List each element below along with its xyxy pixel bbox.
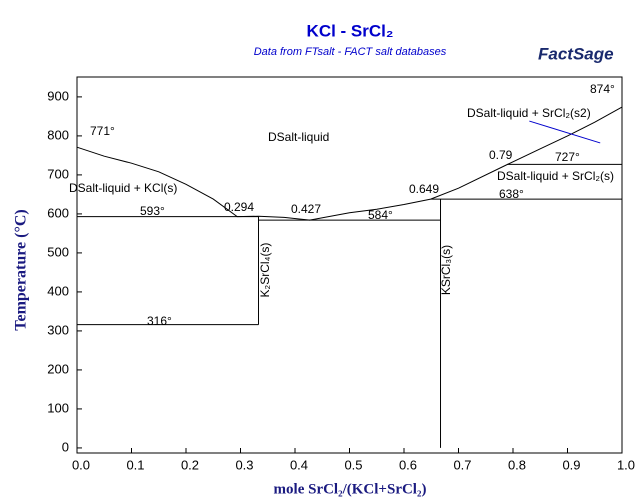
- annotation: 316°: [147, 314, 172, 328]
- x-tick-label: 0.7: [453, 457, 471, 472]
- annotation: 771°: [90, 124, 115, 138]
- annotation: 0.649: [409, 182, 439, 196]
- y-axis-label: Temperature (°C): [13, 209, 30, 330]
- annotation: 0.294: [224, 200, 254, 214]
- annotation: DSalt-liquid + KCl(s): [69, 181, 177, 195]
- annotation: 727°: [555, 150, 580, 164]
- phase-boundary: [529, 120, 601, 144]
- annotation: 0.427: [291, 202, 321, 216]
- phase-boundary: [76, 106, 623, 221]
- annotation: KSrCl₃(s): [439, 245, 453, 295]
- logo: FactSage: [538, 44, 614, 63]
- x-tick-label: 0.5: [344, 457, 362, 472]
- x-tick-label: 0.9: [562, 457, 580, 472]
- annotation: DSalt-liquid: [268, 130, 329, 144]
- x-tick-label: 0.0: [72, 457, 90, 472]
- annotation: DSalt-liquid + SrCl₂(s): [497, 169, 614, 183]
- annotation: K₂SrCl₄(s): [258, 243, 272, 298]
- x-tick-label: 0.1: [126, 457, 144, 472]
- y-tick-label: 700: [47, 166, 69, 181]
- y-tick-label: 100: [47, 400, 69, 415]
- annotation: 638°: [499, 187, 524, 201]
- y-tick-label: 900: [47, 88, 69, 103]
- x-tick-label: 0.6: [399, 457, 417, 472]
- chart-title: KCl - SrCl₂: [307, 21, 394, 40]
- annotation: 874°: [590, 82, 615, 96]
- annotation: DSalt-liquid + SrCl₂(s2): [467, 106, 591, 120]
- x-tick-label: 0.3: [235, 457, 253, 472]
- y-tick-label: 200: [47, 361, 69, 376]
- y-tick-label: 0: [62, 439, 69, 454]
- x-axis-label: mole SrCl₂/(KCl+SrCl₂): [274, 481, 427, 497]
- x-tick-label: 0.4: [290, 457, 308, 472]
- annotation: 593°: [140, 204, 165, 218]
- chart-subtitle: Data from FTsalt - FACT salt databases: [254, 46, 447, 58]
- annotation: 0.79: [489, 148, 513, 162]
- x-tick-label: 0.8: [508, 457, 526, 472]
- y-tick-label: 600: [47, 205, 69, 220]
- x-tick-label: 1.0: [617, 457, 635, 472]
- x-tick-label: 0.2: [181, 457, 199, 472]
- y-tick-label: 400: [47, 283, 69, 298]
- y-tick-label: 300: [47, 322, 69, 337]
- annotation: 584°: [368, 208, 393, 222]
- y-tick-label: 800: [47, 127, 69, 142]
- plot-frame: [76, 76, 623, 454]
- y-tick-label: 500: [47, 244, 69, 259]
